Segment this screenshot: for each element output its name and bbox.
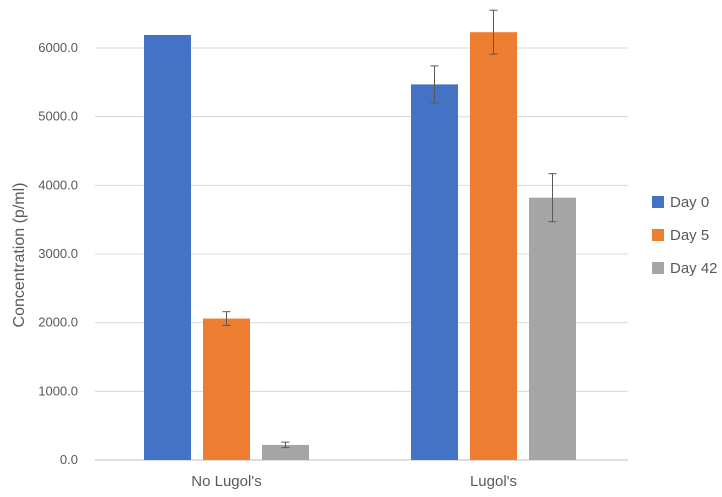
bar xyxy=(144,34,191,460)
y-tick-label: 4000.0 xyxy=(38,177,78,192)
bar xyxy=(262,444,309,460)
legend-swatch xyxy=(652,196,664,208)
legend: Day 0 Day 5 Day 42 xyxy=(652,194,718,277)
y-axis-ticks: 0.0 1000.0 2000.0 3000.0 4000.0 5000.0 6000.0 xyxy=(38,40,78,467)
y-tick-label: 3000.0 xyxy=(38,246,78,261)
x-category-label: No Lugol's xyxy=(191,473,261,490)
bar xyxy=(411,84,458,460)
y-tick-label: 2000.0 xyxy=(38,315,78,330)
x-axis-categories: No Lugol's Lugol's xyxy=(191,473,517,490)
legend-label: Day 5 xyxy=(670,227,709,244)
bar xyxy=(470,32,517,460)
legend-label: Day 0 xyxy=(670,194,709,211)
y-axis-label: Concentration (p/ml) xyxy=(11,183,28,328)
y-tick-label: 1000.0 xyxy=(38,383,78,398)
bar xyxy=(203,318,250,460)
legend-label: Day 42 xyxy=(670,260,718,277)
error-bars xyxy=(222,9,557,449)
y-tick-label: 6000.0 xyxy=(38,40,78,55)
y-tick-label: 5000.0 xyxy=(38,109,78,124)
x-category-label: Lugol's xyxy=(470,473,517,490)
bar xyxy=(529,197,576,460)
bars xyxy=(144,32,576,460)
y-tick-label: 0.0 xyxy=(60,452,78,467)
legend-swatch xyxy=(652,229,664,241)
legend-swatch xyxy=(652,262,664,274)
